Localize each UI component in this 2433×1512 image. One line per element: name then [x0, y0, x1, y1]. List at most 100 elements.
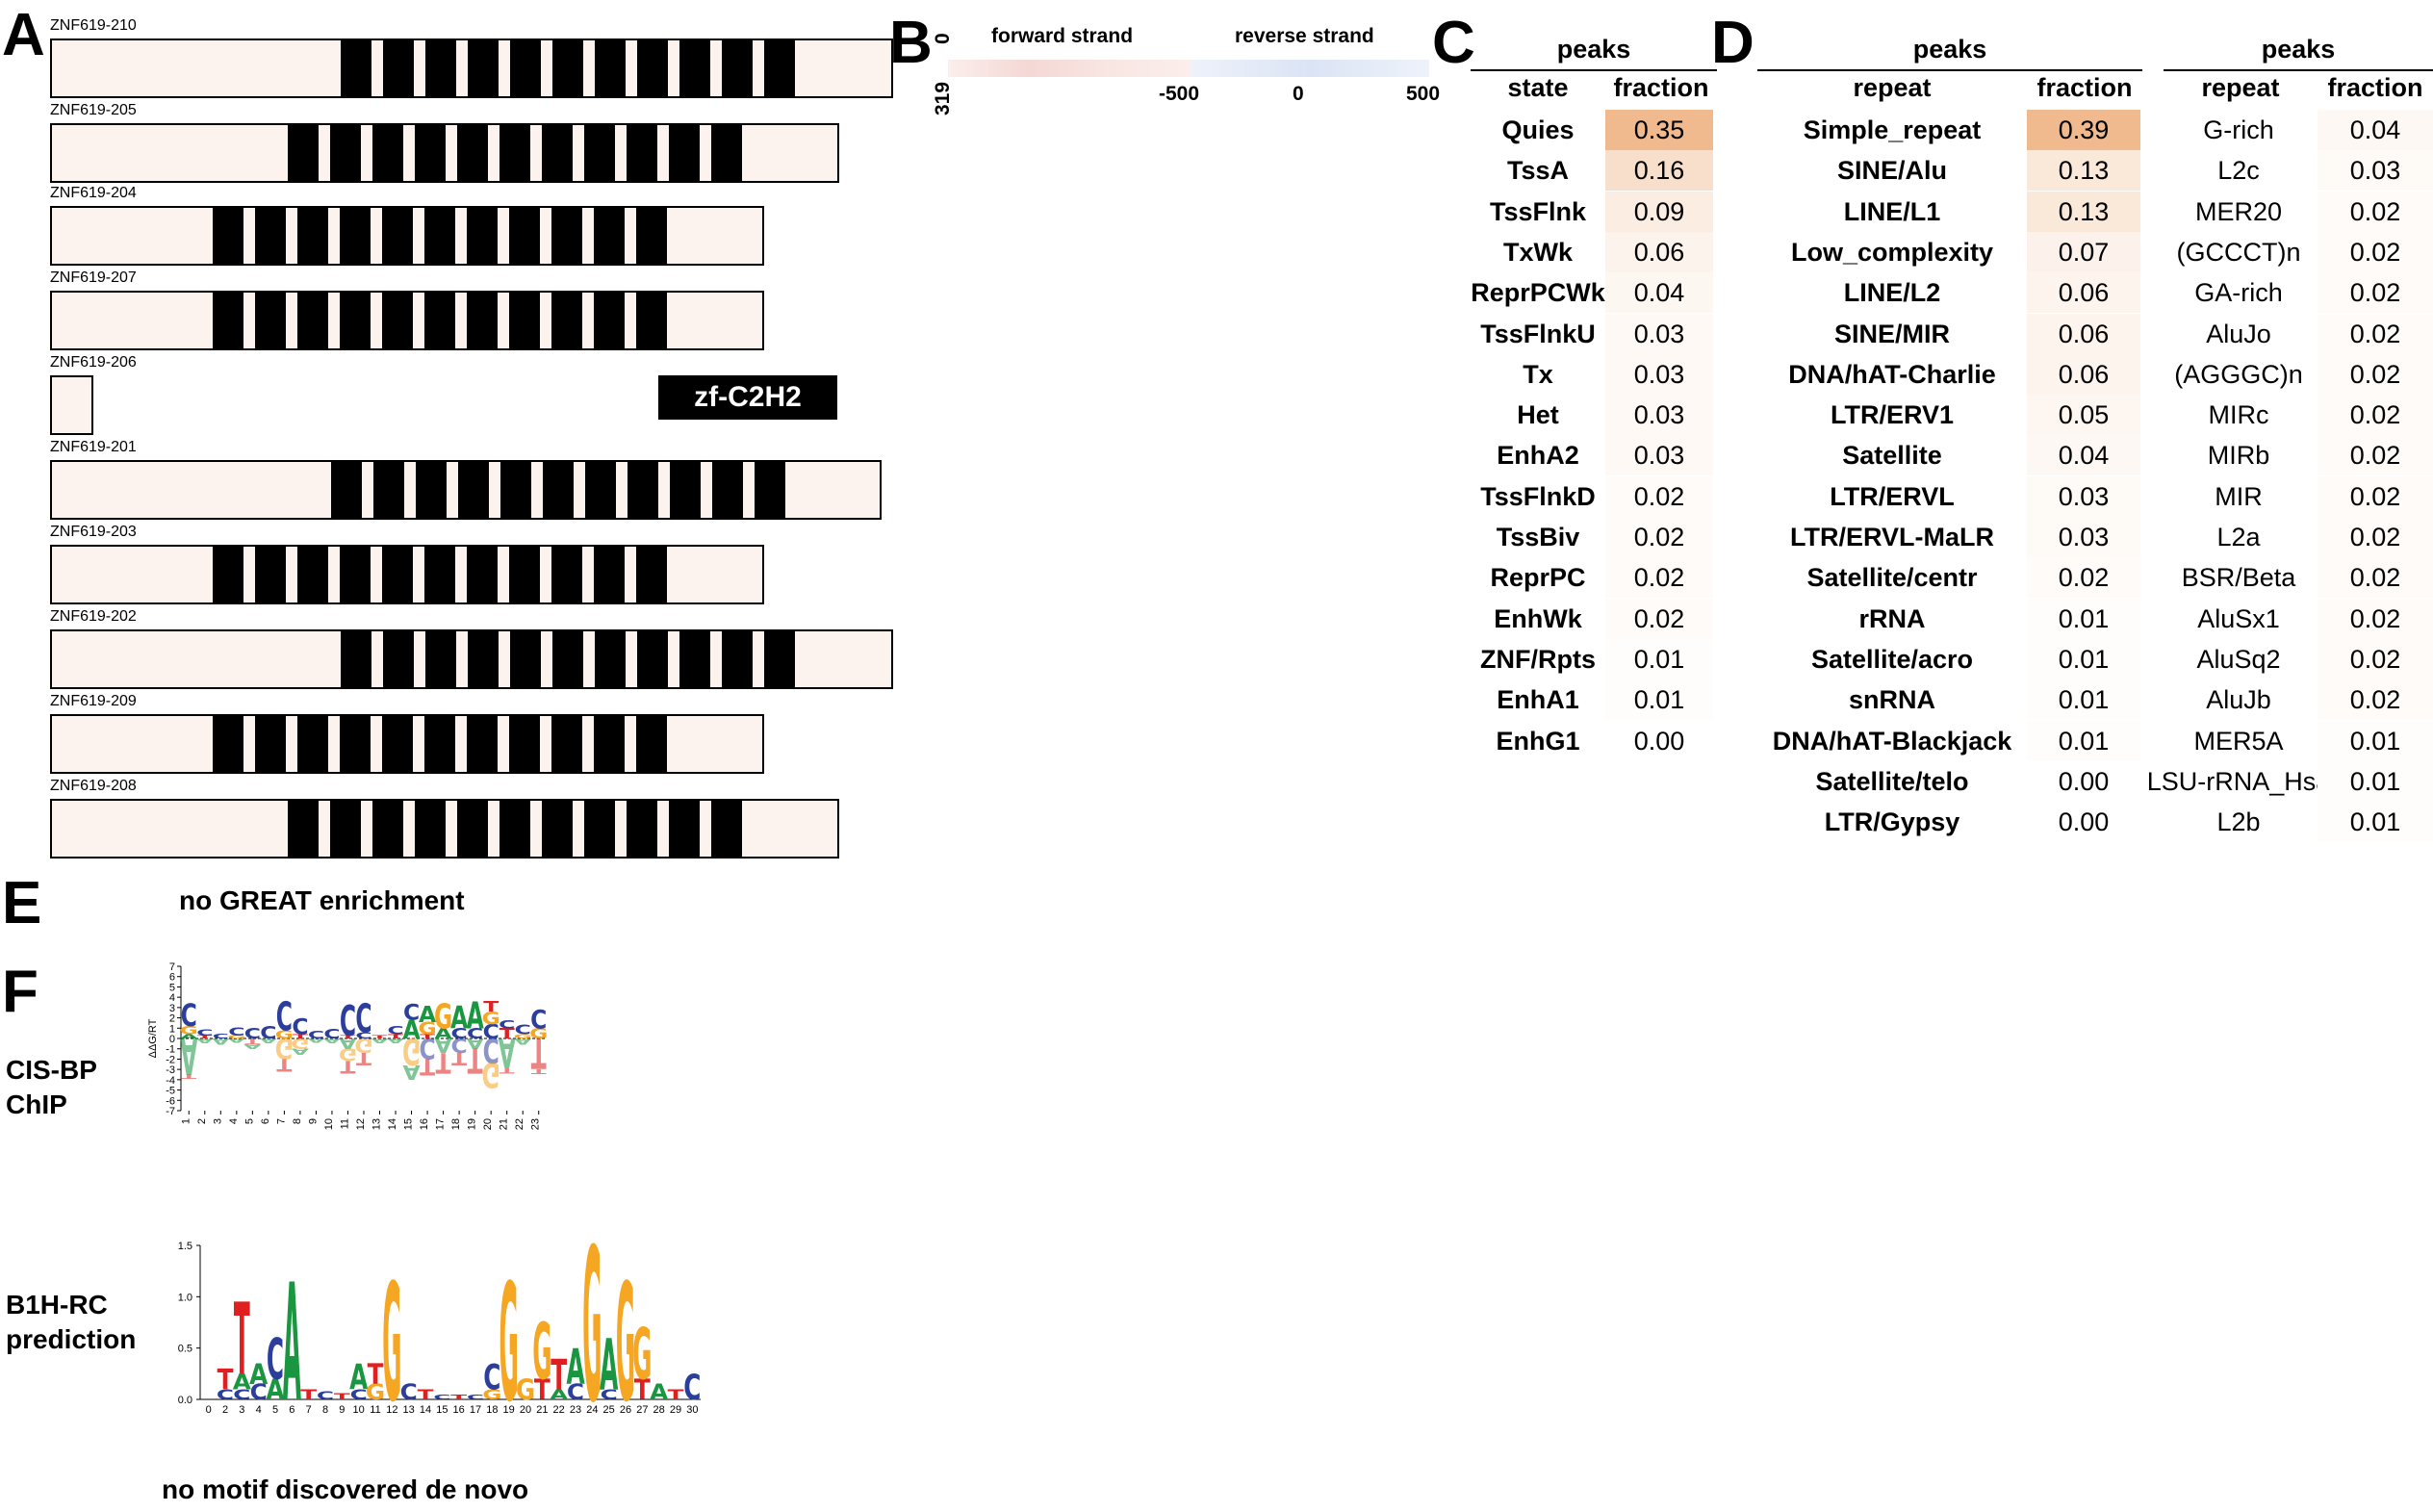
b1h-x-tick: 10	[353, 1404, 365, 1416]
svg-text:A: A	[499, 1029, 516, 1075]
logo-letter-T: T	[468, 1039, 483, 1079]
b1h-x-tick: 24	[586, 1404, 598, 1416]
logo-letter-C: C	[433, 1394, 450, 1401]
logo-letter-T: T	[388, 1034, 403, 1040]
logo-letter-A: A	[196, 1037, 215, 1044]
table-cell-label: LTR/ERVL-MaLR	[1790, 523, 1994, 551]
logo-letter-A: A	[371, 1037, 389, 1044]
table-cell-label: Satellite/telo	[1815, 766, 1969, 796]
table-cell-fraction: 0.01	[2318, 720, 2433, 761]
zf-c2h2-domain	[500, 462, 531, 518]
b1h-x-tick: 22	[553, 1404, 565, 1416]
table-cell-fraction: 0.02	[2318, 475, 2433, 517]
svg-text:A: A	[323, 1037, 342, 1044]
table-c-title: peaks	[1556, 35, 1631, 64]
table-cell-label: Satellite/acro	[1810, 644, 1974, 674]
svg-text:C: C	[515, 1023, 531, 1038]
table-cell-label: LINE/L2	[1843, 278, 1941, 308]
table-cell-fraction: 0.02	[2027, 557, 2140, 599]
svg-text:C: C	[217, 1386, 234, 1402]
logo-letter-C: C	[276, 993, 293, 1039]
logo-letter-A: A	[283, 1251, 301, 1424]
b1h-x-tick: 18	[486, 1404, 498, 1416]
table-cell-label: EnhA2	[1497, 441, 1579, 471]
logo-letter-T: T	[451, 1049, 468, 1068]
svg-text:G: G	[275, 1031, 294, 1064]
table-cell-fraction: 0.06	[2027, 353, 2140, 395]
transcript-label: ZNF619-202	[50, 608, 137, 625]
table-cell-label: G-rich	[2203, 115, 2274, 144]
b1h-x-tick: 2	[222, 1404, 228, 1416]
logo-letter-C: C	[499, 1018, 515, 1031]
table-cell-label: TssFlnk	[1489, 196, 1587, 226]
svg-text:A: A	[550, 1386, 568, 1402]
zf-c2h2-domain	[636, 547, 667, 602]
svg-text:G: G	[514, 1034, 532, 1040]
panel-letter-a: A	[2, 2, 45, 68]
logo-letter-A: A	[435, 1025, 453, 1041]
svg-text:A: A	[403, 1015, 422, 1045]
cisbp-y-tick: 0	[169, 1034, 175, 1045]
svg-text:G: G	[632, 1313, 652, 1396]
heatmap-x-tick: 500	[1406, 83, 1441, 105]
svg-text:T: T	[451, 1049, 468, 1068]
reverse-strand-label: reverse strand	[1235, 25, 1374, 47]
logo-letter-T: T	[181, 1073, 196, 1080]
zf-c2h2-domain	[595, 631, 626, 687]
logo-letter-T: T	[244, 1037, 260, 1046]
logo-letter-G: G	[482, 1009, 500, 1028]
heatmap-x-tick: -500	[1159, 83, 1200, 105]
transcript-bar	[50, 629, 893, 689]
logo-letter-C: C	[250, 1379, 268, 1404]
zf-c2h2-domain	[499, 801, 530, 857]
zf-c2h2-domain	[382, 208, 413, 264]
b1h-x-tick: 29	[670, 1404, 681, 1416]
svg-text:A: A	[196, 1037, 215, 1044]
logo-letter-A: A	[467, 1035, 485, 1051]
zf-c2h2-domain	[382, 547, 413, 602]
b1h-x-tick: 13	[403, 1404, 415, 1416]
svg-text:T: T	[531, 1067, 547, 1075]
table-cell-label: AluJb	[2206, 685, 2271, 715]
cisbp-x-tick: 19	[467, 1118, 478, 1130]
svg-text:T: T	[634, 1374, 651, 1406]
zf-c2h2-domain	[424, 293, 455, 348]
zf-c2h2-domain	[510, 40, 541, 96]
table-cell-fraction: 0.02	[2318, 435, 2433, 476]
table-cell-label: ReprPC	[1490, 563, 1586, 593]
table-cell-fraction: 0.03	[1605, 313, 1713, 354]
table-cell-label: LTR/ERVL	[1830, 481, 1955, 511]
svg-text:T: T	[181, 1073, 196, 1080]
zf-c2h2-domain	[595, 40, 626, 96]
zf-c2h2-domain	[383, 40, 414, 96]
logo-letter-G: G	[529, 1025, 548, 1041]
svg-text:C: C	[250, 1379, 268, 1404]
svg-text:A: A	[283, 1251, 301, 1424]
logo-letter-C: C	[400, 1379, 418, 1404]
logo-letter-G: G	[616, 1251, 635, 1424]
svg-text:A: A	[180, 1034, 198, 1040]
table-cell-fraction: 0.35	[1605, 110, 1713, 150]
zf-c2h2-domain	[509, 208, 540, 264]
transcript-bar	[50, 291, 764, 350]
svg-text:C: C	[483, 1030, 499, 1069]
transcript-bar	[50, 545, 764, 604]
table-cell-fraction: 0.02	[2318, 313, 2433, 354]
svg-text:A: A	[249, 1359, 268, 1391]
forward-strand-band	[948, 60, 1191, 77]
svg-text:G: G	[366, 1379, 385, 1404]
zf-c2h2-domain	[330, 801, 361, 857]
b1h-x-tick: 7	[306, 1404, 312, 1416]
table-cell-fraction: 0.02	[2318, 272, 2433, 314]
b1h-x-tick: 16	[453, 1404, 465, 1416]
zf-c2h2-domain	[330, 125, 361, 181]
zf-c2h2-domain	[416, 462, 447, 518]
svg-text:C: C	[433, 1394, 450, 1401]
table-cell-fraction: 0.03	[2318, 150, 2433, 192]
table-cell-fraction: 0.01	[2027, 638, 2140, 679]
logo-letter-T: T	[499, 1065, 515, 1075]
logo-letter-C: C	[567, 1379, 584, 1404]
zf-c2h2-domain	[542, 801, 573, 857]
logo-letter-G: G	[516, 1374, 535, 1406]
svg-text:A: A	[514, 1037, 532, 1046]
